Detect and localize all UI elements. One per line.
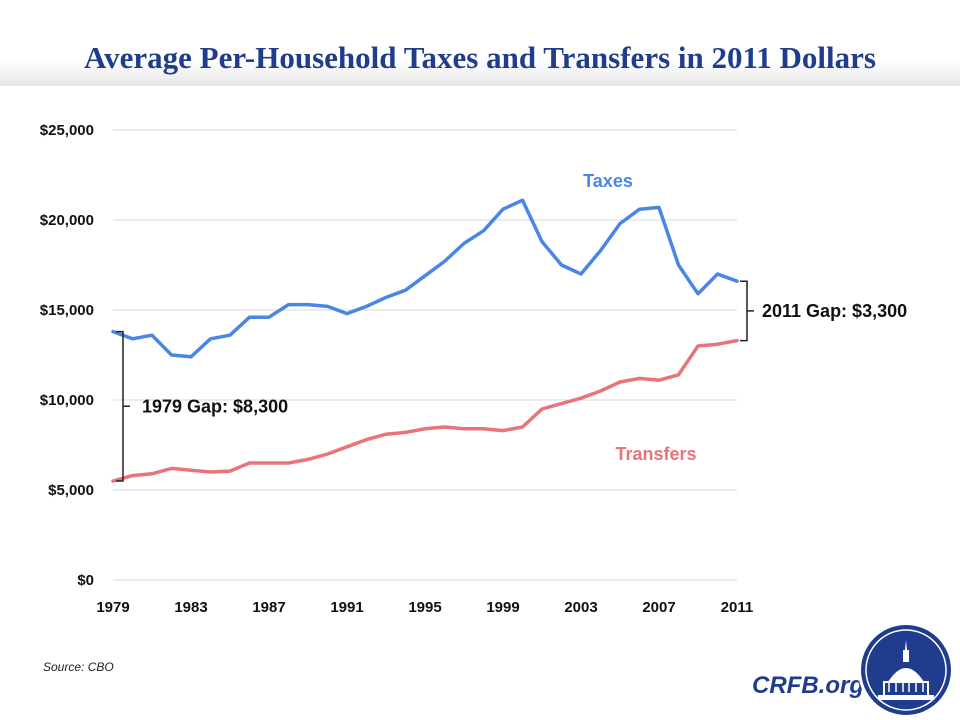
source-note: Source: CBO: [43, 660, 114, 674]
x-tick-label: 1979: [96, 599, 129, 616]
series-line-taxes: [111, 198, 739, 359]
chart-title: Average Per-Household Taxes and Transfer…: [84, 40, 876, 75]
x-tick-label: 1987: [252, 599, 285, 616]
x-tick-label: 1983: [174, 599, 207, 616]
x-tick-label: 2003: [564, 599, 597, 616]
x-tick-label: 2011: [721, 599, 754, 616]
y-tick-label: $0: [77, 572, 94, 589]
x-tick-label: 1991: [330, 599, 363, 616]
series-label-taxes: Taxes: [583, 171, 633, 191]
gap-label-2011: 2011 Gap: $3,300: [762, 301, 907, 321]
title-bar: [0, 0, 960, 86]
series-line-transfers: [111, 338, 739, 483]
series-label-transfers: Transfers: [615, 444, 696, 464]
brand-logo-text: CRFB.org: [752, 672, 864, 699]
x-tick-label: 1995: [408, 599, 441, 616]
capitol-seal-icon: [858, 622, 954, 718]
x-tick-label: 2007: [642, 599, 675, 616]
y-tick-label: $20,000: [40, 212, 94, 229]
x-tick-label: 1999: [486, 599, 519, 616]
y-tick-label: $10,000: [40, 392, 94, 409]
y-tick-label: $15,000: [40, 302, 94, 319]
gap-label-1979: 1979 Gap: $8,300: [142, 396, 288, 416]
y-tick-label: $25,000: [40, 122, 94, 139]
gap-bracket-1979: [116, 330, 130, 482]
y-tick-label: $5,000: [48, 482, 94, 499]
gap-bracket-2011: [740, 280, 754, 342]
